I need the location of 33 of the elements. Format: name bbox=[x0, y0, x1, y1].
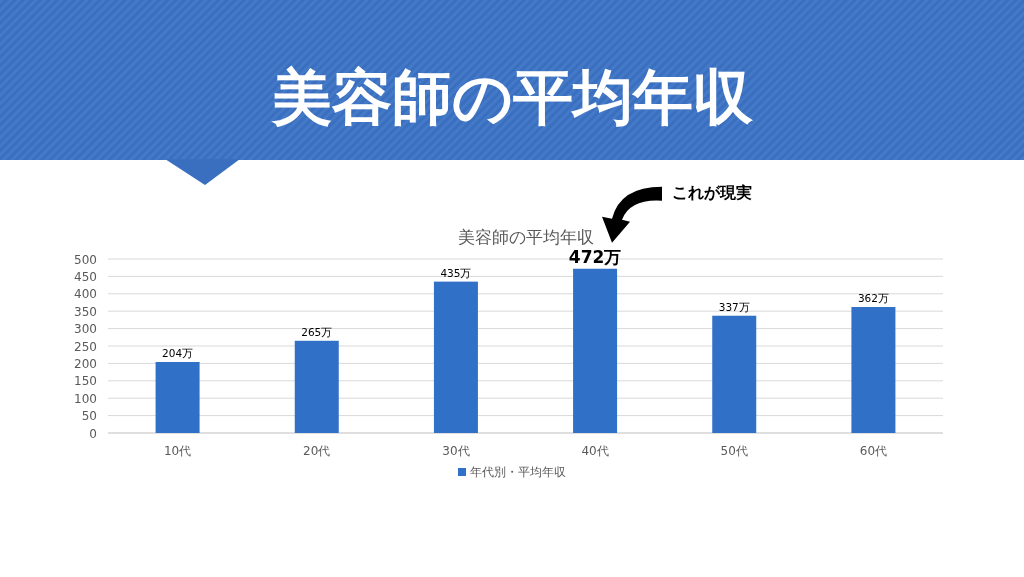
bar bbox=[433, 281, 478, 433]
x-tick-label: 60代 bbox=[859, 444, 888, 458]
y-tick-label: 200 bbox=[74, 356, 97, 371]
text: これが現実 bbox=[672, 182, 752, 202]
y-tick-label: 500 bbox=[74, 252, 97, 267]
bar bbox=[294, 340, 339, 433]
chart-subtitle: 美容師の平均年収 bbox=[457, 227, 594, 247]
y-tick-label: 50 bbox=[81, 409, 97, 424]
x-tick-label: 10代 bbox=[163, 444, 192, 458]
y-tick-label: 150 bbox=[74, 374, 97, 389]
data-label: 265万 bbox=[301, 325, 333, 338]
y-tick-label: 350 bbox=[74, 304, 97, 319]
x-tick-label: 20代 bbox=[303, 444, 331, 458]
y-tick-label: 300 bbox=[74, 322, 97, 337]
legend-label: 年代別・平均年収 bbox=[470, 465, 566, 479]
data-label: 472万 bbox=[568, 246, 622, 267]
data-label: 362万 bbox=[857, 292, 889, 305]
data-label: 204万 bbox=[162, 347, 194, 360]
bar bbox=[573, 268, 618, 433]
y-tick-label: 250 bbox=[74, 339, 97, 354]
y-tick-label: 0 bbox=[89, 426, 97, 441]
y-tick-label: 100 bbox=[74, 391, 97, 406]
data-label: 337万 bbox=[718, 300, 750, 313]
x-tick-label: 50代 bbox=[720, 444, 748, 458]
bar bbox=[155, 362, 200, 433]
x-tick-label: 40代 bbox=[581, 444, 609, 458]
y-tick-label: 400 bbox=[74, 287, 97, 302]
data-label: 435万 bbox=[440, 266, 472, 279]
chart-title: 美容師の平均年収 bbox=[270, 62, 754, 132]
bar bbox=[712, 315, 757, 433]
bar bbox=[851, 307, 896, 433]
x-tick-label: 30代 bbox=[442, 444, 470, 458]
y-tick-label: 450 bbox=[74, 269, 97, 284]
